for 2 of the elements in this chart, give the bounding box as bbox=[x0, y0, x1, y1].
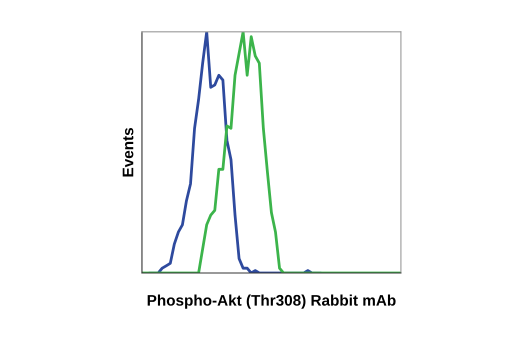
y-axis-title: Events bbox=[122, 128, 134, 176]
x-axis-title: Phospho-Akt (Thr308) Rabbit mAb bbox=[148, 294, 396, 309]
